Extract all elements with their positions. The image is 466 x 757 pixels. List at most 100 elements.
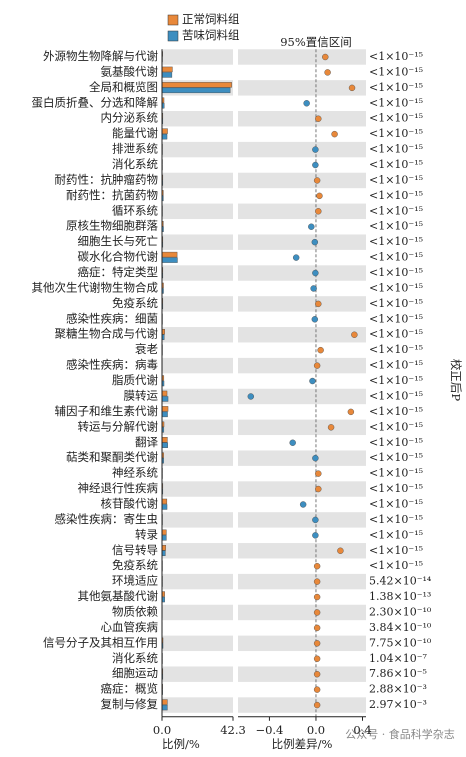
p-value: <1×10⁻¹⁵ bbox=[369, 112, 423, 125]
row-stripe bbox=[162, 635, 233, 652]
p-value: <1×10⁻¹⁵ bbox=[369, 220, 423, 233]
x-axis-label: 比例/% bbox=[162, 737, 200, 751]
difference-dot bbox=[310, 285, 317, 292]
difference-dot bbox=[313, 593, 321, 601]
category-label: 循环系统 bbox=[112, 203, 158, 217]
category-label: 细胞运动 bbox=[112, 666, 158, 680]
p-value: <1×10⁻¹⁵ bbox=[369, 436, 423, 449]
difference-dot bbox=[309, 377, 316, 385]
p-value: 2.30×10⁻¹⁰ bbox=[369, 605, 432, 618]
p-value: <1×10⁻¹⁵ bbox=[369, 528, 423, 541]
difference-dot bbox=[324, 69, 331, 76]
p-value: 2.88×10⁻³ bbox=[369, 683, 427, 696]
x-tick-label: 42.3 bbox=[220, 723, 246, 737]
legend-label: 正常饲料组 bbox=[182, 12, 240, 26]
p-value: <1×10⁻¹⁵ bbox=[369, 374, 423, 387]
category-label: 细胞生长与死亡 bbox=[78, 234, 159, 248]
difference-dot bbox=[337, 547, 344, 554]
p-value: 7.86×10⁻⁵ bbox=[369, 667, 427, 680]
difference-dot bbox=[348, 84, 356, 92]
row-stripe bbox=[162, 697, 233, 713]
row-stripe bbox=[238, 49, 366, 65]
difference-dot bbox=[312, 532, 319, 539]
row-stripe bbox=[238, 543, 366, 559]
category-label: 全局和概览图 bbox=[89, 80, 158, 94]
category-label: 信号转导 bbox=[112, 543, 158, 557]
row-stripe bbox=[238, 172, 366, 189]
difference-dot bbox=[313, 686, 321, 693]
bar bbox=[161, 442, 168, 448]
bar bbox=[161, 390, 168, 397]
category-label: 癌症：特定类型 bbox=[78, 265, 159, 279]
category-label: 神经退行性疾病 bbox=[78, 481, 159, 495]
difference-dot bbox=[289, 439, 296, 446]
difference-dot bbox=[312, 516, 319, 524]
difference-dot bbox=[316, 192, 323, 200]
difference-dot bbox=[313, 701, 321, 709]
row-stripe bbox=[238, 234, 366, 250]
p-value: <1×10⁻¹⁵ bbox=[369, 312, 423, 325]
row-stripe bbox=[238, 604, 366, 621]
row-stripe bbox=[238, 450, 366, 466]
row-stripe bbox=[162, 49, 233, 65]
row-stripe bbox=[162, 512, 233, 528]
legend-label: 苦味饲料组 bbox=[182, 28, 240, 42]
x-tick-label: 0.0 bbox=[153, 723, 171, 737]
p-value: <1×10⁻¹⁵ bbox=[369, 405, 423, 418]
p-axis-label: 校正后P bbox=[449, 359, 463, 401]
difference-dot bbox=[313, 562, 321, 570]
difference-dot bbox=[322, 53, 329, 61]
category-label: 蛋白质折叠、分选和降解 bbox=[32, 95, 159, 109]
difference-dot bbox=[313, 177, 321, 184]
diff-axis-label: 比例差异/% bbox=[272, 737, 333, 751]
category-label: 复制与修复 bbox=[101, 697, 159, 711]
diff-tick-label: −0.4 bbox=[255, 723, 283, 737]
category-label: 衰老 bbox=[135, 342, 158, 356]
category-label: 翻译 bbox=[135, 435, 158, 449]
row-stripe bbox=[238, 635, 366, 652]
difference-dot bbox=[311, 316, 318, 323]
p-value: <1×10⁻¹⁵ bbox=[369, 328, 423, 341]
difference-dot bbox=[312, 454, 319, 462]
category-label: 消化系统 bbox=[112, 157, 158, 171]
p-value: <1×10⁻¹⁵ bbox=[369, 359, 423, 372]
row-stripe bbox=[162, 265, 233, 281]
p-value: 5.42×10⁻¹⁴ bbox=[369, 575, 432, 588]
row-stripe bbox=[162, 111, 233, 127]
difference-dot bbox=[315, 208, 322, 215]
row-stripe bbox=[162, 481, 233, 497]
row-stripe bbox=[162, 419, 233, 436]
difference-dot bbox=[315, 485, 322, 493]
difference-dot bbox=[312, 269, 319, 277]
p-value: 1.38×10⁻¹³ bbox=[369, 590, 431, 603]
bar bbox=[161, 82, 232, 88]
p-value: <1×10⁻¹⁵ bbox=[369, 343, 423, 356]
difference-dot bbox=[299, 501, 307, 508]
p-value: <1×10⁻¹⁵ bbox=[369, 204, 423, 217]
row-stripe bbox=[238, 203, 366, 220]
category-label: 辅因子和维生素代谢 bbox=[55, 404, 159, 418]
p-value: <1×10⁻¹⁵ bbox=[369, 297, 423, 310]
difference-dot bbox=[303, 100, 310, 107]
difference-dot bbox=[313, 640, 321, 647]
row-stripe bbox=[162, 172, 233, 189]
bar bbox=[161, 545, 166, 551]
category-label: 物质依赖 bbox=[112, 604, 158, 618]
p-value: <1×10⁻¹⁵ bbox=[369, 143, 423, 156]
difference-dot bbox=[312, 161, 319, 169]
category-label: 外源物生物降解与代谢 bbox=[43, 49, 158, 63]
category-label: 感染性疾病：细菌 bbox=[66, 311, 158, 325]
p-value: <1×10⁻¹⁵ bbox=[369, 266, 423, 279]
difference-dot bbox=[247, 393, 255, 400]
category-label: 免疫系统 bbox=[112, 558, 158, 572]
p-value: <1×10⁻¹⁵ bbox=[369, 81, 423, 94]
row-stripe bbox=[238, 327, 366, 343]
bar bbox=[161, 66, 173, 73]
difference-dot bbox=[311, 238, 318, 246]
bar bbox=[161, 133, 168, 140]
row-stripe bbox=[238, 697, 366, 713]
bar bbox=[161, 128, 168, 134]
row-stripe bbox=[162, 450, 233, 466]
row-stripe bbox=[162, 604, 233, 621]
p-value: <1×10⁻¹⁵ bbox=[369, 467, 423, 480]
